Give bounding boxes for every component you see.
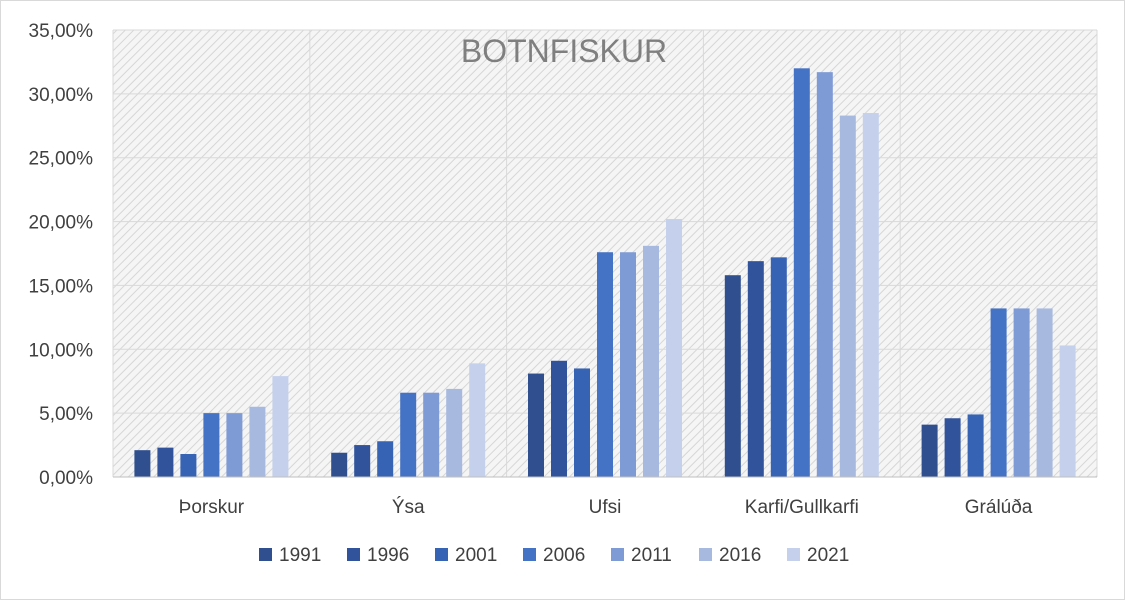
legend-swatch-2001 [435,548,448,561]
legend-swatch-1996 [347,548,360,561]
chart-title: BOTNFISKUR [461,33,667,69]
y-tick-label: 5,00% [39,404,93,425]
legend-label: 2021 [807,545,849,566]
legend-swatch-2011 [611,548,624,561]
bar-1996 [354,445,371,477]
bar-1996 [157,447,174,477]
x-category-label: Grálúða [965,497,1033,518]
x-category-label: Þorskur [179,497,245,518]
legend-label: 2001 [455,545,497,566]
x-category-label: Ufsi [589,497,622,518]
legend: 1991 1996 2001 2006 2011 2016 2021 [259,545,849,566]
bar-2011 [816,72,833,477]
bar-2001 [180,454,197,477]
bar-1991 [724,275,741,477]
legend-label: 2011 [631,545,672,566]
y-tick-label: 0,00% [39,468,93,489]
legend-swatch-1991 [259,548,272,561]
legend-label: 2006 [543,545,585,566]
y-tick-label: 30,00% [29,85,94,106]
bar-1991 [331,452,348,477]
bar-2006 [400,392,417,477]
bar-2021 [862,113,879,477]
bar-1996 [551,360,567,477]
x-category-label: Karfi/Gullkarfi [745,497,859,518]
legend-swatch-2006 [523,548,536,561]
bar-2016 [1036,308,1053,477]
y-tick-label: 15,00% [29,276,94,297]
bar-1996 [944,418,961,477]
bar-2016 [839,115,856,477]
bar-2001 [574,368,590,477]
bar-1991 [921,424,938,477]
bar-2011 [620,252,636,477]
bar-2016 [249,406,266,477]
bar-2006 [793,68,810,478]
y-tick-label: 10,00% [29,340,94,361]
x-category-label: Ýsa [392,497,425,518]
bar-2001 [377,441,394,477]
bar-2021 [469,363,486,477]
bar-1991 [134,450,151,477]
legend-swatch-2021 [787,548,800,561]
legend-swatch-2016 [699,548,712,561]
legend-label: 1991 [279,545,321,566]
bar-1991 [528,373,544,477]
bar-2011 [226,413,243,477]
bar-2001 [770,257,787,477]
bar-2011 [1013,308,1030,477]
bar-2016 [643,245,659,477]
legend-label: 2016 [719,545,761,566]
bars [134,68,1076,478]
bar-2011 [423,392,440,477]
y-tick-label: 25,00% [29,149,94,170]
bar-2021 [1059,345,1076,477]
bar-2016 [446,388,463,477]
axes: 0,00% 5,00% 10,00% 15,00% 20,00% 25,00% 30,00%… [29,21,1097,518]
bar-2001 [967,414,984,477]
bar-2021 [272,376,289,477]
bar-2021 [666,219,682,477]
y-tick-label: 20,00% [29,213,94,234]
legend-label: 1996 [367,545,409,566]
bar-1996 [747,261,764,477]
bar-2006 [990,308,1007,477]
y-tick-label: 35,00% [29,21,94,42]
bar-2006 [597,252,613,477]
bar-2006 [203,413,220,477]
